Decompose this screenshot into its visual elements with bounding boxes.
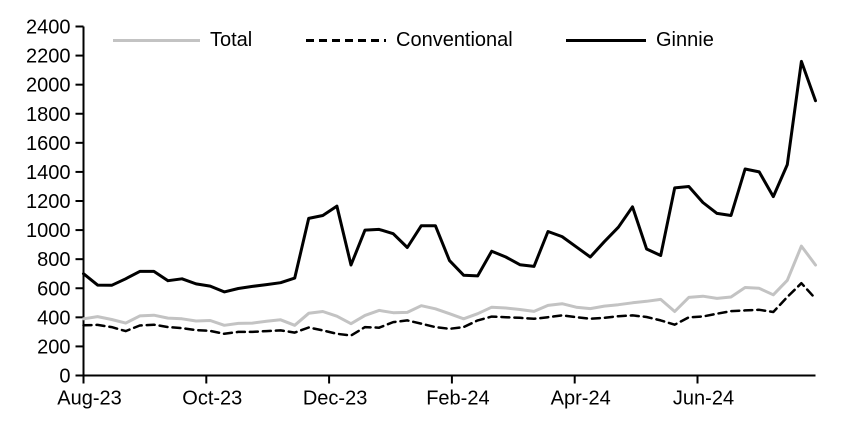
series-line-total [82,244,817,327]
x-axis-label: Aug-23 [57,388,122,410]
legend-item-ginnie: Ginnie [566,28,714,51]
y-axis-label: 200 [37,336,70,358]
axis-lines [82,26,816,377]
y-axis-label: 1200 [26,191,71,213]
legend-item-conventional: Conventional [306,28,513,51]
legend-label-ginnie: Ginnie [656,28,714,51]
x-axis-label: Oct-23 [182,388,242,410]
series-line-ginnie [82,59,817,294]
legend-swatch-conventional-line [306,38,386,42]
legend-swatch-total-line [113,38,200,42]
legend-swatch-ginnie-line [566,38,646,42]
x-axis-label: Apr-24 [551,388,611,410]
legend-label-conventional: Conventional [396,28,513,51]
y-axis-label: 800 [37,249,70,271]
y-axis-label: 2200 [26,46,71,68]
y-axis-label: 1800 [26,104,71,126]
legend-item-total: Total [113,28,253,51]
y-axis-label: 2400 [26,17,71,39]
y-axis-label: 600 [37,278,70,300]
series-line-conventional [82,281,817,337]
legend-label-total: Total [210,28,253,51]
y-axis-label: 1600 [26,133,71,155]
x-axis-label: Dec-23 [303,388,367,410]
y-axis-label: 2000 [26,75,71,97]
y-axis-label: 1400 [26,162,71,184]
y-axis-label: 400 [37,307,70,329]
y-axis-label: 0 [59,366,70,388]
x-axis-label: Jun-24 [673,388,734,410]
x-axis-label: Feb-24 [426,388,489,410]
y-axis-label: 1000 [26,220,71,242]
